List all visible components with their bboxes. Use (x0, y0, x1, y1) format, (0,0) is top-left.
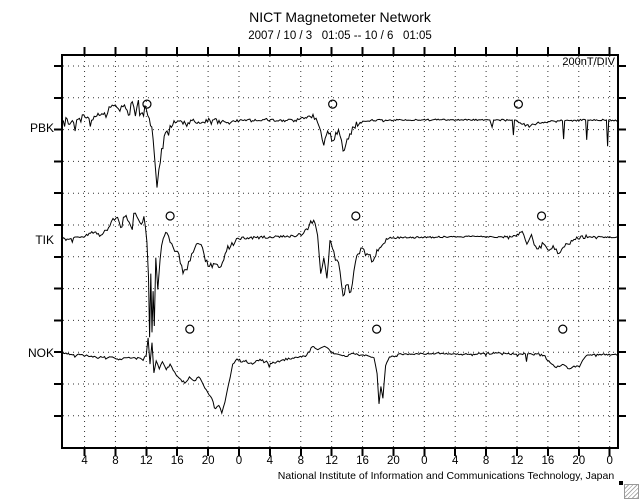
trace-PBK (61, 99, 619, 188)
magnetogram-line (61, 99, 619, 188)
x-tick-label: 12 (139, 455, 153, 467)
station-label-nok: NOK (27, 346, 54, 360)
magnetogram-line (61, 337, 619, 415)
plot-frame (61, 54, 619, 449)
magnetogram-line (61, 212, 618, 338)
scale-per-division-label: 200nT/DIV (562, 56, 615, 68)
x-tick-label: 0 (606, 455, 613, 467)
page-title: NICT Magnetometer Network (249, 9, 431, 25)
x-tick-label: 12 (325, 455, 339, 467)
x-tick-label: 16 (356, 455, 369, 467)
local-midnight-circle (328, 99, 338, 109)
x-tick-label: 20 (572, 455, 586, 467)
local-midnight-circle (558, 324, 568, 334)
x-tick-label: 16 (170, 455, 184, 467)
trace-TIK (61, 211, 618, 338)
x-tick-label: 16 (541, 455, 555, 467)
trace-NOK (61, 324, 619, 415)
local-midnight-circle (372, 324, 382, 334)
x-tick-label: 12 (510, 455, 524, 467)
local-midnight-circle (351, 211, 361, 221)
local-midnight-circle (513, 99, 523, 109)
x-tick-label: 4 (266, 455, 274, 467)
x-tick-label: 4 (81, 455, 88, 467)
institution-credit: National Institute of Information and Co… (277, 470, 615, 482)
local-midnight-circle (536, 211, 547, 221)
resize-grip-icon[interactable] (624, 484, 639, 499)
station-label-tik: TIK (35, 233, 54, 247)
x-tick-label: 8 (482, 455, 490, 467)
local-midnight-circle (165, 211, 175, 221)
date-range-subtitle: 2007 / 10 / 3 01:05 -- 10 / 6 01:05 (248, 30, 432, 42)
grid (63, 56, 617, 447)
x-tick-label: 0 (235, 455, 243, 467)
local-midnight-circle (185, 324, 195, 334)
station-label-pbk: PBK (29, 121, 54, 135)
x-tick-label: 20 (387, 455, 400, 467)
tiny-square-marker (619, 481, 623, 485)
x-tick-label: 0 (421, 455, 428, 467)
x-tick-label: 4 (452, 455, 459, 467)
x-tick-label: 8 (297, 455, 304, 467)
local-midnight-circle (142, 99, 152, 109)
x-tick-label: 8 (112, 455, 119, 467)
axis-ticks (54, 47, 626, 456)
x-tick-label: 20 (201, 455, 215, 467)
